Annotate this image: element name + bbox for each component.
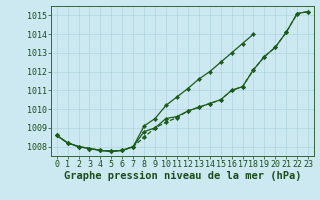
X-axis label: Graphe pression niveau de la mer (hPa): Graphe pression niveau de la mer (hPa) (64, 171, 301, 181)
